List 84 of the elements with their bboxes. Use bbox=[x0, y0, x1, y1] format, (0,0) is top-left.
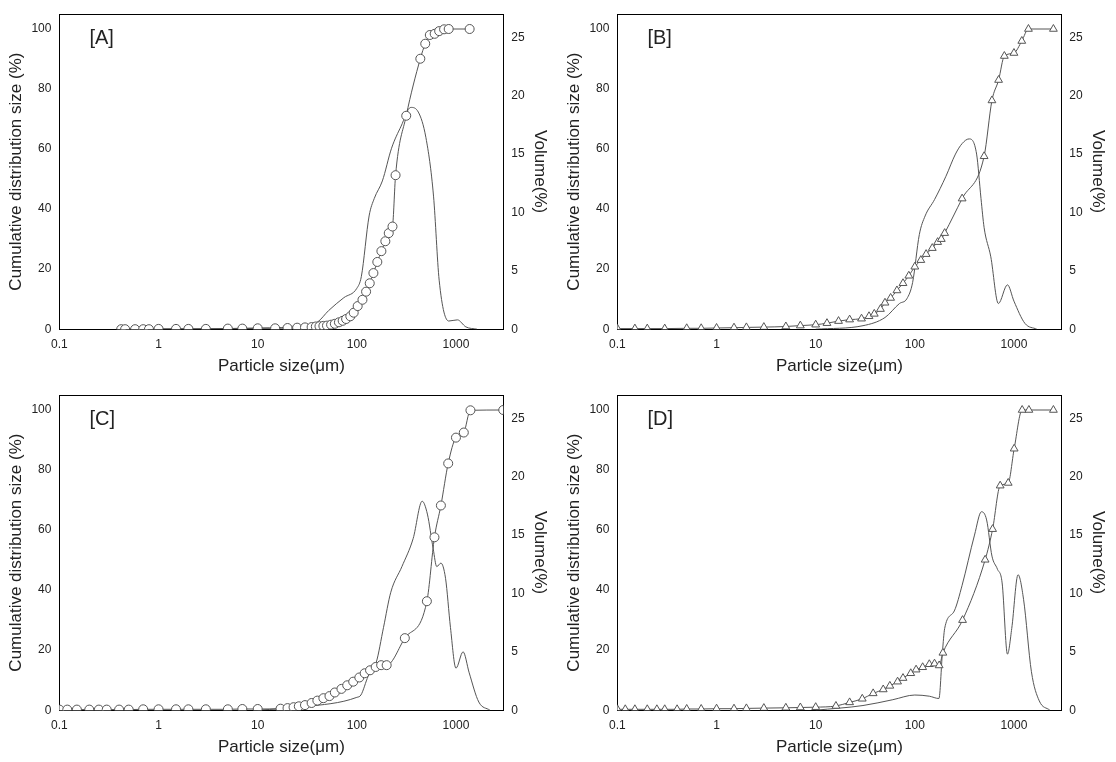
x-axis-title: Particle size(μm) bbox=[775, 356, 903, 376]
y-tick-label: 100 bbox=[31, 402, 52, 417]
y2-tick-label: 10 bbox=[1069, 585, 1083, 600]
y2-tick-label: 25 bbox=[1069, 410, 1083, 425]
y-axis-title: Cumulative distribution size (%) bbox=[5, 52, 25, 291]
x-tick-label: 1 bbox=[155, 336, 163, 351]
x-tick-label: 10 bbox=[251, 336, 265, 351]
y2-axis-title: Volume(%) bbox=[1089, 511, 1109, 595]
y-tick-label: 100 bbox=[31, 21, 52, 36]
y2-tick-label: 0 bbox=[511, 702, 519, 717]
x-tick-label: 1000 bbox=[1000, 717, 1028, 732]
y2-tick-label: 15 bbox=[511, 527, 525, 542]
y2-tick-label: 0 bbox=[1069, 702, 1077, 717]
y2-tick-label: 5 bbox=[1069, 644, 1077, 659]
x-tick-label: 0.1 bbox=[51, 336, 69, 351]
x-tick-label: 1 bbox=[713, 717, 721, 732]
x-tick-label: 10 bbox=[809, 336, 823, 351]
x-tick-label: 1 bbox=[713, 336, 721, 351]
x-tick-label: 1000 bbox=[442, 336, 470, 351]
x-tick-label: 100 bbox=[904, 717, 926, 732]
y-axis-title: Cumulative distribution size (%) bbox=[5, 433, 25, 672]
x-tick-label: 1 bbox=[155, 717, 163, 732]
y-tick-label: 100 bbox=[589, 21, 610, 36]
y2-tick-label: 20 bbox=[511, 469, 525, 484]
y-tick-label: 80 bbox=[596, 462, 610, 477]
y2-tick-label: 20 bbox=[1069, 469, 1083, 484]
y-tick-label: 80 bbox=[38, 81, 52, 96]
y-tick-label: 0 bbox=[44, 702, 52, 717]
x-axis-title: Particle size(μm) bbox=[775, 737, 903, 757]
y-tick-label: 60 bbox=[596, 141, 610, 156]
y2-tick-label: 10 bbox=[1069, 204, 1083, 219]
x-tick-label: 100 bbox=[346, 717, 368, 732]
x-tick-label: 10 bbox=[251, 717, 265, 732]
y-tick-label: 60 bbox=[38, 141, 52, 156]
y-tick-label: 40 bbox=[596, 201, 610, 216]
x-axis-title: Particle size(μm) bbox=[217, 356, 345, 376]
y-tick-label: 20 bbox=[38, 261, 52, 276]
y-tick-label: 40 bbox=[38, 201, 52, 216]
y2-tick-label: 0 bbox=[511, 321, 519, 336]
y-tick-label: 100 bbox=[589, 402, 610, 417]
y2-tick-label: 15 bbox=[1069, 527, 1083, 542]
y2-axis-title: Volume(%) bbox=[531, 511, 551, 595]
x-tick-label: 100 bbox=[346, 336, 368, 351]
x-tick-label: 0.1 bbox=[51, 717, 69, 732]
x-tick-label: 0.1 bbox=[609, 717, 627, 732]
annotation: [B] bbox=[647, 25, 672, 48]
x-tick-label: 1000 bbox=[1000, 336, 1028, 351]
x-axis-title: Particle size(μm) bbox=[217, 737, 345, 757]
y-tick-label: 40 bbox=[596, 582, 610, 597]
annotation: [D] bbox=[647, 406, 673, 429]
y-axis-title: Cumulative distribution size (%) bbox=[563, 52, 583, 291]
y2-tick-label: 5 bbox=[1069, 263, 1077, 278]
y-tick-label: 0 bbox=[602, 702, 610, 717]
y2-tick-label: 20 bbox=[511, 88, 525, 103]
y-tick-label: 80 bbox=[596, 81, 610, 96]
y2-tick-label: 5 bbox=[511, 263, 519, 278]
y-tick-label: 60 bbox=[38, 522, 52, 537]
y-tick-label: 20 bbox=[596, 642, 610, 657]
y-tick-label: 20 bbox=[38, 642, 52, 657]
y2-tick-label: 5 bbox=[511, 644, 519, 659]
annotation: [A] bbox=[89, 25, 114, 48]
x-tick-label: 0.1 bbox=[609, 336, 627, 351]
y2-tick-label: 10 bbox=[511, 585, 525, 600]
y2-axis-title: Volume(%) bbox=[1089, 130, 1109, 214]
y-tick-label: 0 bbox=[602, 321, 610, 336]
y-axis-title: Cumulative distribution size (%) bbox=[563, 433, 583, 672]
y2-tick-label: 0 bbox=[1069, 321, 1077, 336]
y2-tick-label: 15 bbox=[1069, 146, 1083, 161]
y2-tick-label: 15 bbox=[511, 146, 525, 161]
x-tick-label: 10 bbox=[809, 717, 823, 732]
y-tick-label: 60 bbox=[596, 522, 610, 537]
annotation: [C] bbox=[89, 406, 115, 429]
y2-tick-label: 25 bbox=[511, 29, 525, 44]
y-tick-label: 0 bbox=[44, 321, 52, 336]
y2-axis-title: Volume(%) bbox=[531, 130, 551, 214]
y-tick-label: 80 bbox=[38, 462, 52, 477]
y2-tick-label: 10 bbox=[511, 204, 525, 219]
y-tick-label: 40 bbox=[38, 582, 52, 597]
x-tick-label: 100 bbox=[904, 336, 926, 351]
y2-tick-label: 25 bbox=[1069, 29, 1083, 44]
x-tick-label: 1000 bbox=[442, 717, 470, 732]
y-tick-label: 20 bbox=[596, 261, 610, 276]
y2-tick-label: 25 bbox=[511, 410, 525, 425]
y2-tick-label: 20 bbox=[1069, 88, 1083, 103]
